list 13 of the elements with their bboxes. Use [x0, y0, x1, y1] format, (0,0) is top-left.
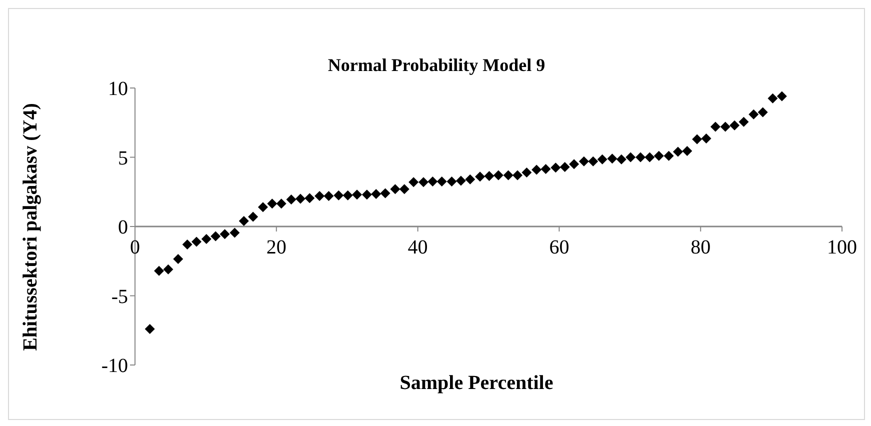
y-tick-label: 10 [108, 78, 128, 100]
chart-title: Normal Probability Model 9 [326, 55, 546, 76]
y-tick-label: 0 [118, 216, 128, 239]
x-axis-title: Sample Percentile [400, 372, 554, 394]
x-tick-label: 20 [266, 236, 286, 258]
x-tick-label: 40 [408, 236, 428, 258]
y-tick-label: -5 [111, 286, 128, 308]
x-tick-label: 80 [690, 236, 711, 258]
x-tick-label: 60 [549, 236, 570, 258]
y-axis-title: Ehitussektori palgakasv (Y4) [20, 102, 42, 350]
x-tick-label: 100 [827, 236, 857, 258]
y-tick-label: -10 [101, 355, 128, 378]
y-tick-label: 5 [118, 147, 128, 170]
